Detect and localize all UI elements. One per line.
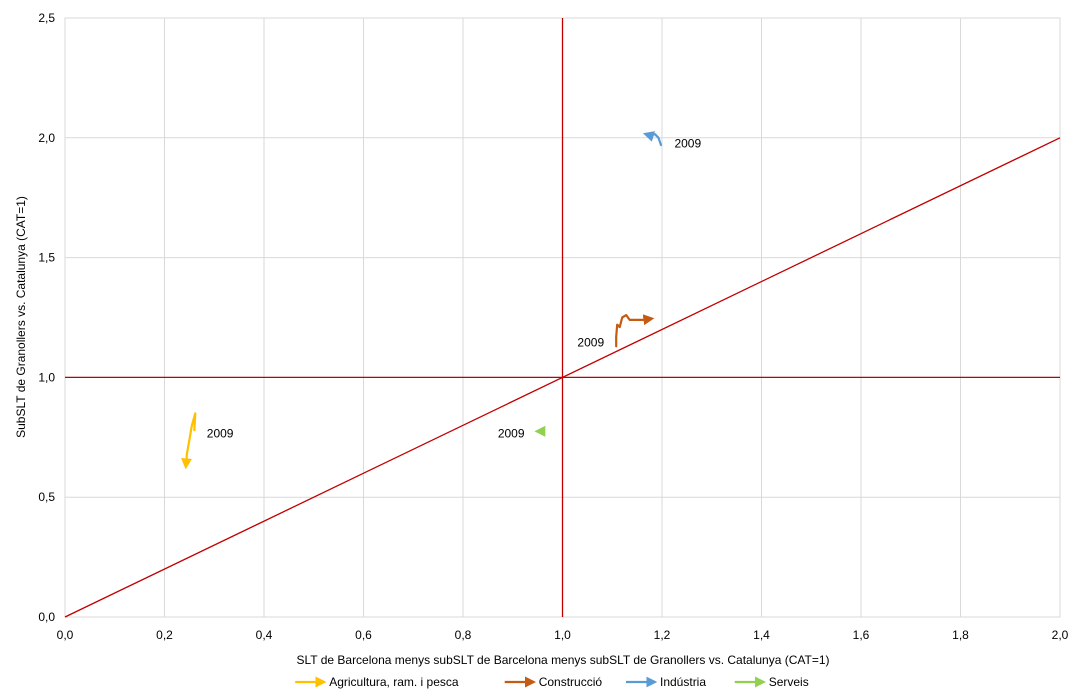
series-line (642, 131, 663, 147)
series-line (615, 314, 655, 348)
x-tick-label: 0,4 (256, 628, 273, 642)
series-annotation: 2009 (674, 136, 701, 150)
y-tick-labels: 0,0 0,5 1,0 1,5 2,0 2,5 (38, 11, 55, 624)
x-tick-label: 1,2 (654, 628, 671, 642)
y-tick-label: 0,5 (38, 490, 55, 504)
series-annotation: 2009 (207, 426, 234, 440)
legend: Agricultura, ram. i pesca Construcció Indú… (295, 675, 809, 689)
x-tick-label: 0,2 (156, 628, 173, 642)
y-tick-label: 1,0 (38, 370, 55, 384)
legend-item: Serveis (734, 675, 809, 689)
series-annotation: 2009 (498, 426, 525, 440)
x-tick-label: 1,4 (753, 628, 770, 642)
reference-line-diagonal (64, 137, 1061, 618)
legend-item: Agricultura, ram. i pesca (295, 675, 459, 689)
legend-label: Construcció (539, 675, 603, 689)
series-group (181, 131, 663, 470)
reference-lines (64, 18, 1061, 618)
legend-label: Indústria (660, 675, 706, 689)
x-tick-label: 0,0 (57, 628, 74, 642)
y-tick-label: 0,0 (38, 610, 55, 624)
y-tick-label: 1,5 (38, 251, 55, 265)
series-line (181, 412, 197, 470)
x-tick-labels: 0,0 0,2 0,4 0,6 0,8 1,0 1,2 1,4 1,6 1,8 2,0 (57, 628, 1069, 642)
annotations: 2009 2009 2009 2009 (207, 136, 702, 440)
y-tick-label: 2,5 (38, 11, 55, 25)
x-tick-label: 0,6 (355, 628, 372, 642)
legend-item: Indústria (626, 675, 706, 689)
y-tick-label: 2,0 (38, 131, 55, 145)
x-tick-label: 2,0 (1052, 628, 1069, 642)
legend-label: Serveis (769, 675, 809, 689)
x-tick-label: 1,0 (554, 628, 571, 642)
x-axis-title: SLT de Barcelona menys subSLT de Barcelo… (296, 653, 829, 667)
x-tick-label: 1,8 (952, 628, 969, 642)
y-axis-title: SubSLT de Granollers vs. Catalunya (CAT=… (14, 196, 28, 438)
legend-item: Construcció (504, 675, 603, 689)
series-annotation: 2009 (577, 335, 604, 349)
x-tick-label: 1,6 (853, 628, 870, 642)
x-tick-label: 0,8 (455, 628, 472, 642)
legend-label: Agricultura, ram. i pesca (329, 675, 459, 689)
